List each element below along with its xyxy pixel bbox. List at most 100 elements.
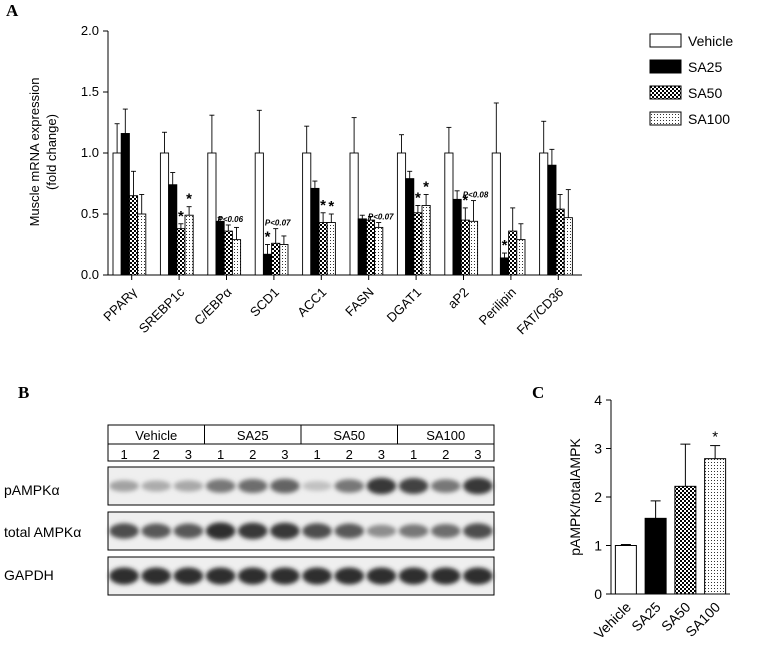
chart-a-bar bbox=[555, 208, 565, 276]
blot-row-label: pAMPKα bbox=[4, 482, 60, 498]
chart-a-bar bbox=[539, 152, 549, 276]
chart-a-bar bbox=[279, 244, 289, 276]
blot-band bbox=[173, 523, 204, 539]
blot-lane-number: 2 bbox=[153, 447, 160, 462]
blot-lane-number: 3 bbox=[185, 447, 192, 462]
chart-a-legend: Vehicle SA25 SA50 SA100 bbox=[649, 33, 733, 127]
blot-band bbox=[141, 567, 172, 585]
chart-c-ytick-label: 2 bbox=[594, 489, 602, 505]
blot-band bbox=[430, 524, 461, 538]
chart-a-annotation: * bbox=[328, 198, 334, 215]
western-blot: Vehicle SA25 SA50 SA100 1 2 3 1 2 3 1 2 3 1 2 3 pAMPKα to… bbox=[4, 424, 495, 596]
chart-a-bar bbox=[499, 257, 510, 276]
chart-a-bar bbox=[357, 218, 367, 276]
chart-a-annotation: * bbox=[415, 189, 421, 206]
chart-a-ytick-label: 1.5 bbox=[81, 84, 99, 99]
chart-a-xtick-label: PPARγ bbox=[100, 284, 140, 324]
blot-band bbox=[205, 479, 236, 493]
chart-a-xtick-label: FAT/CD36 bbox=[514, 285, 567, 338]
blot-band bbox=[430, 567, 461, 585]
chart-a-ytick-label: 0.5 bbox=[81, 206, 99, 221]
blot-row-label: total AMPKα bbox=[4, 524, 81, 540]
chart-a-bar bbox=[310, 187, 320, 276]
chart-a-xtick-label: DGAT1 bbox=[384, 285, 425, 326]
blot-band bbox=[109, 567, 139, 585]
legend-swatch bbox=[649, 85, 682, 100]
chart-a-ytick-label: 0.0 bbox=[81, 267, 99, 282]
chart-c-ytick-label: 1 bbox=[594, 538, 602, 554]
blot-group-label: Vehicle bbox=[135, 428, 177, 443]
panel-label-b: B bbox=[18, 383, 29, 402]
blot-band bbox=[270, 478, 300, 494]
blot-band bbox=[141, 523, 172, 539]
blot-membrane bbox=[107, 466, 495, 506]
chart-a-bar bbox=[516, 239, 526, 276]
chart-a-bar bbox=[508, 230, 518, 276]
blot-lane-number: 2 bbox=[442, 447, 449, 462]
blot-lane-number: 3 bbox=[474, 447, 481, 462]
chart-a-annotation: * bbox=[178, 208, 184, 225]
chart-a-bar bbox=[318, 222, 328, 276]
panel-label-c: C bbox=[532, 383, 544, 402]
blot-lane-number: 2 bbox=[346, 447, 353, 462]
blot-band bbox=[109, 523, 139, 539]
chart-a-ytick-label: 1.0 bbox=[81, 145, 99, 160]
chart-a-annotation: P<0.06 bbox=[218, 215, 244, 224]
chart-a-bar bbox=[374, 226, 384, 276]
chart-c-xtick-label: SA25 bbox=[628, 599, 664, 635]
chart-c-bar bbox=[614, 545, 637, 595]
blot-lane-number: 1 bbox=[120, 447, 127, 462]
chart-a-xtick-label: aP2 bbox=[445, 285, 472, 312]
chart-a-annotation: P<0.07 bbox=[368, 213, 394, 222]
chart-a-annotation: * bbox=[462, 192, 468, 209]
blot-band bbox=[173, 567, 204, 585]
chart-a-bar bbox=[223, 230, 233, 276]
blot-band bbox=[237, 567, 268, 585]
chart-c-bar bbox=[674, 485, 697, 595]
chart-a-bar bbox=[563, 217, 573, 276]
chart-a-bar bbox=[405, 178, 415, 276]
chart-a-bar bbox=[215, 220, 225, 276]
blot-lane-number: 1 bbox=[410, 447, 417, 462]
chart-a-bar bbox=[231, 239, 242, 276]
blot-lane-number: 2 bbox=[249, 447, 256, 462]
chart-a-xtick-label: Perilipin bbox=[476, 285, 519, 328]
chart-a-bar bbox=[396, 152, 407, 276]
chart-a-bar bbox=[168, 184, 178, 276]
chart-c: pAMPK/totalAMPK 01234VehicleSA25SA50SA10… bbox=[567, 392, 730, 642]
blot-lane-number: 1 bbox=[313, 447, 320, 462]
blot-band bbox=[302, 567, 332, 585]
blot-band bbox=[141, 480, 172, 492]
blot-band bbox=[205, 522, 236, 540]
blot-band bbox=[334, 523, 365, 539]
blot-band bbox=[270, 522, 300, 540]
blot-band bbox=[463, 477, 493, 495]
blot-band bbox=[302, 481, 332, 491]
chart-a-bar bbox=[413, 212, 423, 276]
chart-a-bar bbox=[271, 242, 281, 276]
legend-label: SA25 bbox=[688, 59, 722, 75]
chart-a-bar bbox=[326, 222, 336, 276]
blot-group-label: SA25 bbox=[237, 428, 269, 443]
blot-band bbox=[334, 567, 365, 585]
chart-a-annotation: P<0.07 bbox=[265, 219, 291, 228]
blot-band bbox=[398, 524, 429, 538]
blot-band bbox=[398, 567, 429, 585]
blot-band bbox=[366, 567, 397, 585]
blot-band bbox=[463, 523, 493, 539]
chart-a-ylabel-line2: (fold change) bbox=[44, 114, 59, 190]
blot-row-label: GAPDH bbox=[4, 567, 54, 583]
blot-membrane bbox=[107, 556, 495, 596]
chart-a-bar bbox=[137, 213, 147, 276]
legend-swatch bbox=[649, 59, 682, 74]
chart-a-bar bbox=[128, 195, 139, 276]
blot-band bbox=[366, 477, 397, 495]
blot-band bbox=[366, 524, 397, 538]
chart-a-annotation: * bbox=[186, 191, 192, 208]
chart-a-annotation: P<0.08 bbox=[463, 191, 489, 200]
blot-band bbox=[334, 479, 365, 493]
chart-a-ylabel-line1: Muscle mRNA expression bbox=[27, 78, 42, 227]
chart-a-bar bbox=[254, 152, 264, 276]
chart-a-xtick-label: FASN bbox=[342, 285, 377, 320]
